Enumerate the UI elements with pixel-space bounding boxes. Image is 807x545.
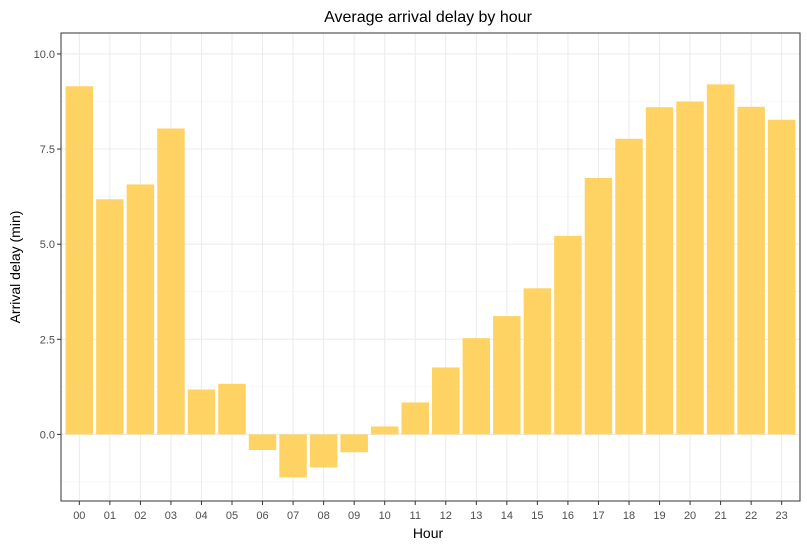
bar-15 [523, 288, 552, 435]
x-tick-label: 09 [348, 510, 360, 522]
y-tick-label: 7.5 [40, 144, 55, 156]
y-axis-title: Arrival delay (min) [7, 211, 23, 324]
x-tick-label: 20 [684, 510, 696, 522]
bar-23 [767, 119, 796, 435]
bar-11 [401, 402, 429, 435]
x-tick-label: 21 [714, 510, 726, 522]
bar-09 [340, 434, 368, 453]
bar-19 [645, 107, 674, 435]
bar-00 [65, 86, 94, 435]
bar-20 [676, 101, 704, 435]
x-tick-label: 04 [195, 510, 207, 522]
x-tick-label: 19 [653, 510, 665, 522]
x-tick-label: 03 [165, 510, 177, 522]
x-tick-label: 00 [73, 510, 85, 522]
x-tick-label: 06 [256, 510, 268, 522]
bar-10 [370, 426, 399, 435]
bar-17 [584, 177, 613, 435]
bar-22 [737, 106, 765, 435]
x-tick-label: 10 [379, 510, 391, 522]
y-axis-ticks: 0.0 2.5 5.0 7.5 10.0 [34, 49, 61, 441]
bar-01 [96, 199, 124, 435]
bar-14 [493, 316, 521, 435]
y-tick-label: 0.0 [40, 429, 55, 441]
y-tick-label: 2.5 [40, 334, 55, 346]
x-tick-label: 17 [592, 510, 604, 522]
x-tick-label: 22 [745, 510, 757, 522]
x-tick-label: 23 [776, 510, 788, 522]
x-tick-label: 01 [104, 510, 116, 522]
bar-06 [248, 434, 277, 451]
bars [65, 84, 796, 478]
x-tick-label: 15 [531, 510, 543, 522]
bar-21 [706, 84, 735, 435]
plot-border [60, 32, 801, 502]
x-tick-label: 05 [226, 510, 238, 522]
bar-16 [554, 235, 582, 435]
bar-05 [218, 383, 246, 435]
x-tick-label: 18 [623, 510, 635, 522]
bar-13 [462, 338, 491, 435]
bar-04 [187, 389, 216, 435]
x-tick-label: 02 [134, 510, 146, 522]
x-tick-label: 07 [287, 510, 299, 522]
bar-12 [432, 367, 460, 435]
y-tick-label: 5.0 [40, 239, 55, 251]
x-axis-ticks: 00 01 02 03 04 05 06 07 08 09 10 11 12 13 14 15 16 17 18 19… [73, 501, 788, 522]
x-tick-label: 16 [562, 510, 574, 522]
x-tick-label: 08 [317, 510, 329, 522]
x-tick-label: 13 [470, 510, 482, 522]
bar-18 [615, 138, 643, 435]
x-axis-title: Hour [413, 525, 444, 541]
bar-08 [309, 434, 338, 468]
x-tick-label: 11 [410, 510, 421, 522]
x-tick-label: 12 [440, 510, 452, 522]
chart-title: Average arrival delay by hour [324, 9, 532, 26]
bar-02 [126, 184, 155, 435]
x-tick-label: 14 [501, 510, 513, 522]
bar-03 [157, 128, 185, 435]
bar-07 [279, 434, 307, 478]
y-tick-label: 10.0 [34, 49, 55, 61]
